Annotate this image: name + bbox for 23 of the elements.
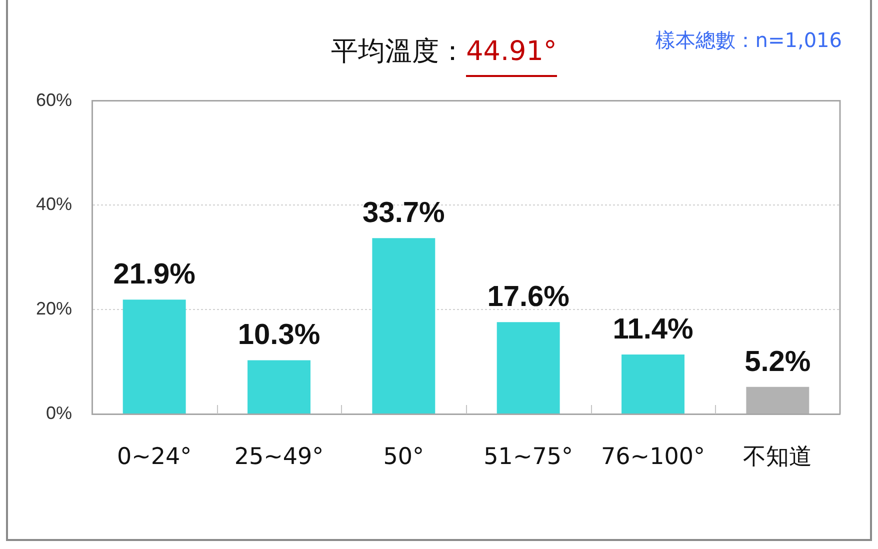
bar	[496, 322, 560, 414]
data-label: 10.3%	[238, 319, 320, 352]
data-label: 17.6%	[487, 281, 570, 314]
x-tick-label: 25~49°	[234, 444, 324, 470]
x-tick-label: 50°	[383, 444, 424, 470]
y-tick-label: 20%	[36, 298, 72, 319]
bar	[248, 360, 310, 414]
data-label: 5.2%	[744, 346, 811, 378]
y-tick-label: 40%	[36, 194, 72, 214]
text: 樣本總數：n=1,016	[655, 28, 842, 52]
x-tick-label: 0~24°	[116, 444, 192, 470]
data-label: 21.9%	[113, 258, 196, 291]
y-tick-label: 60%	[36, 90, 72, 110]
data-label: 33.7%	[362, 197, 445, 230]
bar	[122, 300, 186, 414]
y-tick-label: 0%	[46, 402, 72, 423]
bar	[622, 354, 684, 414]
data-label: 11.4%	[612, 313, 694, 346]
x-tick-label: 51~75°	[484, 444, 573, 470]
x-tick-label: 不知道	[743, 444, 812, 470]
x-tick-label: 76~100°	[601, 444, 705, 470]
bar	[372, 238, 436, 414]
chart-title: 平均溫度：44.91°	[331, 35, 557, 69]
